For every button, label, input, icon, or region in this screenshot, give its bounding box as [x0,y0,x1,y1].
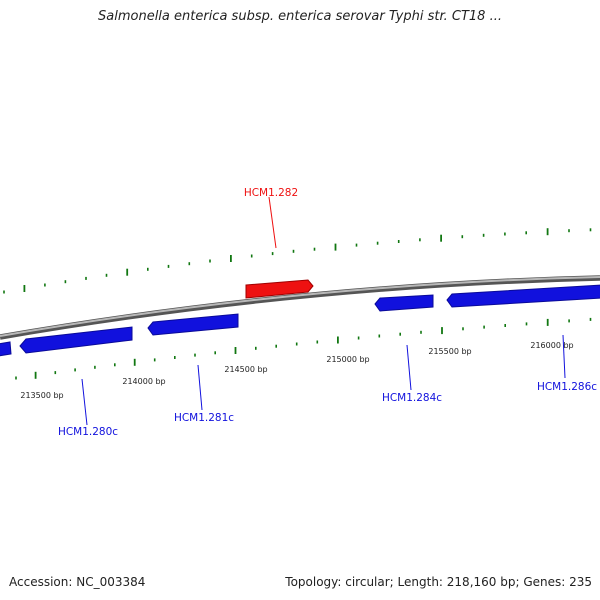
gene-arrow-hcm1-284c[interactable] [374,294,434,312]
leader-line-hcm1-284c [406,344,412,391]
ruler-label: 215500 bp [428,347,471,356]
leader-line-hcm1-282 [268,196,277,249]
genome-stats-label: Topology: circular; Length: 218,160 bp; … [285,575,592,589]
gene-label-hcm1-284c[interactable]: HCM1.284c [382,392,442,404]
ruler-label: 213500 bp [20,391,63,400]
ruler-label: 214500 bp [224,365,267,374]
gene-arrow-hcm1-282[interactable] [245,279,314,299]
chromosome-backbone-highlight [0,276,600,337]
page-title: Salmonella enterica subsp. enterica sero… [98,9,502,24]
leader-line-hcm1-281c [197,364,203,411]
gene-label-hcm1-281c[interactable]: HCM1.281c [174,412,234,424]
gene-arrow-hcm1-286c[interactable] [446,284,600,308]
gene-arrow-hcm1-280c[interactable] [19,326,133,354]
ruler-label: 214000 bp [122,377,165,386]
gene-label-hcm1-282[interactable]: HCM1.282 [244,187,298,199]
gene-track [0,279,600,357]
gene-label-hcm1-286c[interactable]: HCM1.286c [537,381,597,393]
gene-arrow-hcm1-281c[interactable] [147,313,239,336]
gene-label-hcm1-280c[interactable]: HCM1.280c [58,426,118,438]
outer-tick-row [3,228,592,294]
accession-label: Accession: NC_003384 [9,575,146,589]
leader-line-hcm1-286c [562,334,566,379]
chromosome-backbone [0,275,600,340]
ruler-label: 216000 bp [530,341,573,350]
gene-arrow-partial[interactable] [0,341,12,357]
ruler-label: 215000 bp [326,355,369,364]
leader-line-hcm1-280c [81,378,88,426]
inner-tick-row [15,317,592,380]
